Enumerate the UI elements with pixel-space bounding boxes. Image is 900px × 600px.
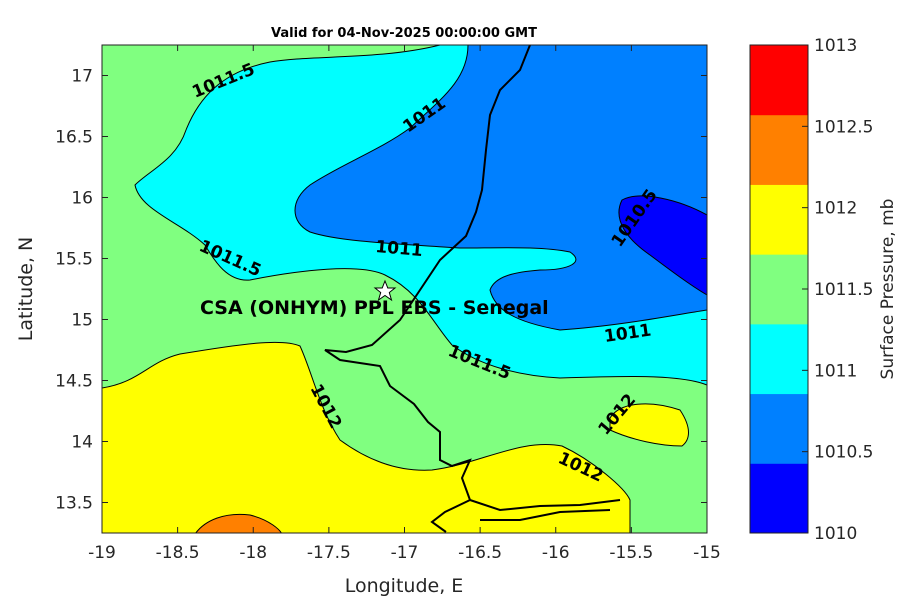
y-tick-label: 14.5 (55, 372, 93, 392)
station-star-icon (373, 279, 397, 302)
y-tick-label: 16 (71, 189, 93, 209)
x-axis: -19 -18.5 -18 -17.5 -17 -16.5 -16 -15.5 -15 (88, 45, 721, 563)
region-1010 (618, 195, 707, 296)
colorbar: 1010 1010.5 1011 1011.5 1012 1012.5 1013 (749, 36, 873, 544)
region-1010.5 (294, 45, 707, 331)
x-tick-label: -18.5 (156, 543, 200, 563)
x-tick-label: -18 (239, 543, 267, 563)
colorbar-band (750, 254, 808, 325)
region-1012 (102, 341, 631, 533)
colorbar-tick-label: 1012 (814, 199, 857, 219)
region-1012.5 (195, 513, 282, 533)
x-tick-label: -19 (88, 543, 116, 563)
colorbar-band (750, 114, 808, 185)
colorbar-tick-label: 1011.5 (814, 280, 873, 300)
y-axis-label: Latitude, N (15, 237, 37, 342)
y-tick-label: 14 (71, 433, 93, 453)
chart-title: Valid for 04-Nov-2025 00:00:00 GMT (271, 26, 537, 41)
x-tick-label: -17.5 (307, 543, 351, 563)
colorbar-tick-label: 1011 (814, 361, 857, 381)
y-tick-label: 16.5 (55, 128, 93, 148)
contour-map: 1011.5 1011 1011 1011.5 1011 1011.5 1012… (102, 45, 707, 533)
colorbar-band (750, 45, 808, 116)
x-tick-label: -15 (693, 543, 721, 563)
colorbar-band (750, 323, 808, 395)
x-tick-label: -15.5 (609, 543, 653, 563)
x-tick-label: -16.5 (458, 543, 502, 563)
y-tick-label: 13.5 (55, 494, 93, 514)
x-tick-label: -16 (542, 543, 570, 563)
colorbar-band (750, 393, 808, 464)
colorbar-label: Surface Pressure, mb (878, 199, 898, 380)
contour-label: 1011 (375, 237, 424, 261)
colorbar-tick-label: 1013 (814, 36, 857, 56)
colorbar-tick-label: 1010.5 (814, 443, 873, 463)
y-tick-label: 17 (71, 67, 93, 87)
colorbar-tick-label: 1012.5 (814, 117, 873, 137)
y-axis: 13.5 14 14.5 15 15.5 16 16.5 17 (55, 67, 707, 514)
y-tick-label: 15.5 (55, 250, 93, 270)
x-tick-label: -17 (391, 543, 419, 563)
region-1012-east (609, 403, 689, 447)
x-axis-label: Longitude, E (345, 575, 464, 597)
coastline (324, 45, 621, 533)
colorbar-band (750, 184, 808, 255)
colorbar-band (750, 463, 808, 534)
station-label: CSA (ONHYM) PPL EBS - Senegal (200, 297, 549, 319)
colorbar-tick-label: 1010 (814, 524, 857, 544)
y-tick-label: 15 (71, 311, 93, 331)
